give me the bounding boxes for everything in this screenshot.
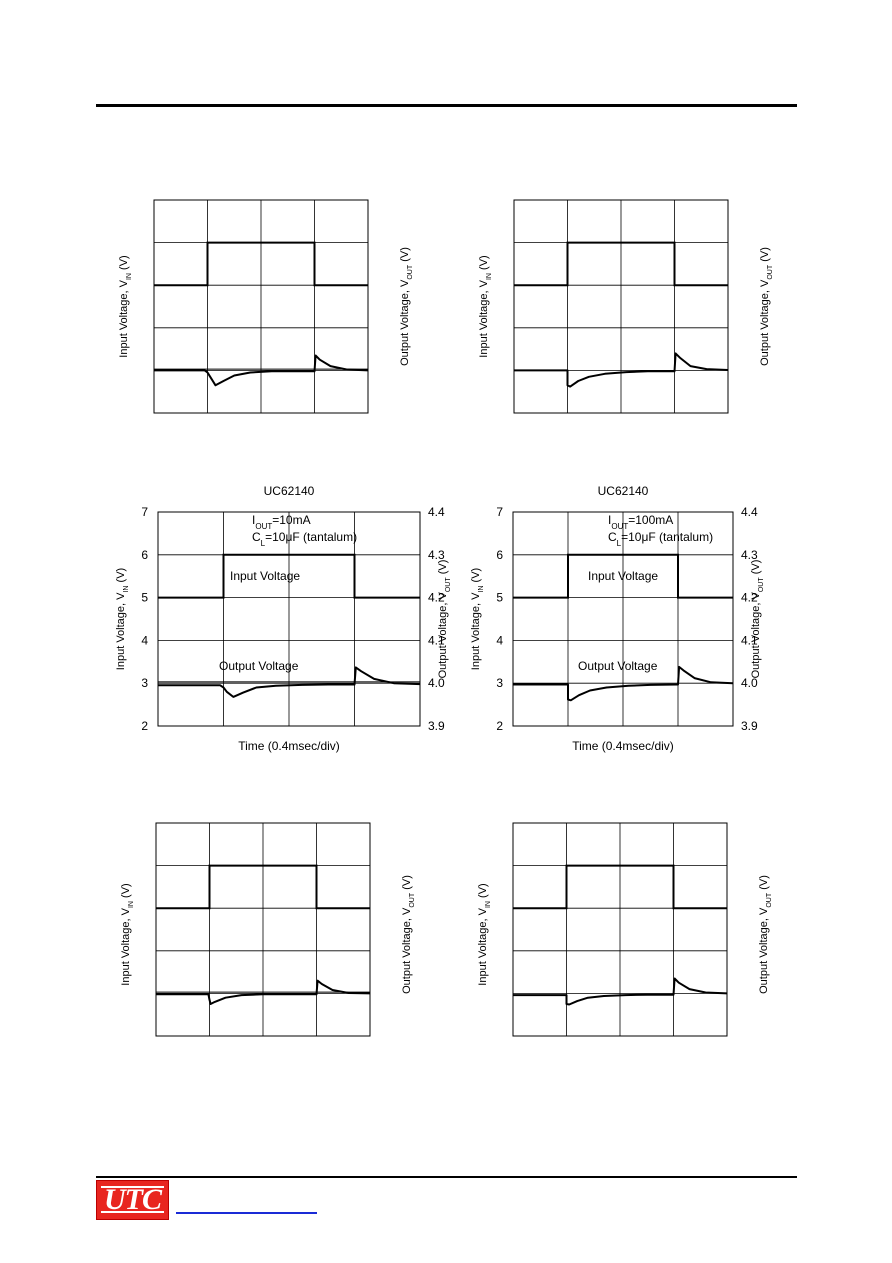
- y-right-tick-label: 4.0: [428, 676, 445, 690]
- chart-title: UC62140: [598, 484, 649, 498]
- logo-text: UTC: [104, 1183, 162, 1216]
- condition-load-current: IOUT=10mA: [252, 513, 311, 531]
- y-right-axis-label: Output Voltage, VOUT (V): [759, 247, 774, 366]
- load-transient-chart-1: Input Voltage, VIN (V) Output Voltage, VO…: [118, 199, 414, 414]
- y-right-tick-label: 4.1: [428, 633, 445, 647]
- y-left-tick-label: 5: [141, 591, 148, 605]
- y-left-tick-label: 2: [141, 719, 148, 733]
- input-voltage-label: Input Voltage: [230, 569, 300, 583]
- chart-title: UC62140: [264, 484, 315, 498]
- condition-load-current: IOUT=100mA: [608, 513, 673, 531]
- y-left-axis-label: Input Voltage, VIN (V): [477, 883, 492, 985]
- y-left-tick-label: 6: [141, 548, 148, 562]
- y-right-tick-label: 3.9: [741, 719, 758, 733]
- output-voltage-label: Output Voltage: [219, 659, 299, 673]
- y-left-tick-label: 4: [496, 633, 503, 647]
- footer-link-underline[interactable]: [176, 1212, 317, 1214]
- y-right-axis-label: Output Voltage, VOUT (V): [750, 560, 765, 679]
- y-right-tick-label: 4.2: [741, 591, 758, 605]
- y-left-tick-label: 3: [496, 676, 503, 690]
- series-input-voltage: [513, 864, 727, 910]
- y-right-axis-label: Output Voltage, VOUT (V): [758, 875, 773, 994]
- series-input-voltage: [514, 241, 728, 287]
- y-right-tick-label: 4.0: [741, 676, 758, 690]
- series-output-voltage: [514, 352, 729, 388]
- series-input-voltage: [513, 553, 733, 599]
- y-right-tick-label: 4.2: [428, 591, 445, 605]
- load-transient-chart-2: Input Voltage, VIN (V) Output Voltage, VO…: [478, 199, 774, 414]
- y-left-tick-label: 7: [496, 505, 503, 519]
- input-voltage-label: Input Voltage: [588, 569, 658, 583]
- series-input-voltage: [156, 864, 370, 910]
- series-output-voltage: [156, 979, 371, 1005]
- y-left-axis-label: Input Voltage, VIN (V): [478, 255, 493, 357]
- x-axis-label: Time (0.4msec/div): [238, 739, 340, 753]
- header-rule: [96, 104, 797, 107]
- y-left-tick-label: 2: [496, 719, 503, 733]
- logo-stripe: [101, 1186, 164, 1188]
- series-output-voltage: [513, 665, 734, 702]
- y-left-axis-label: Input Voltage, VIN (V): [115, 568, 130, 670]
- y-left-tick-label: 5: [496, 591, 503, 605]
- series-input-voltage: [158, 553, 420, 599]
- series-output-voltage: [158, 666, 421, 698]
- y-right-axis-label: Output Voltage, VOUT (V): [401, 875, 416, 994]
- utc-logo: UTC: [96, 1180, 169, 1220]
- y-right-tick-label: 4.4: [741, 505, 758, 519]
- y-left-tick-label: 4: [141, 633, 148, 647]
- y-left-tick-label: 7: [141, 505, 148, 519]
- y-right-tick-label: 4.1: [741, 633, 758, 647]
- condition-load-capacitor: CL=10μF (tantalum): [252, 530, 357, 548]
- x-axis-label: Time (0.4msec/div): [572, 739, 674, 753]
- y-left-axis-label: Input Voltage, VIN (V): [120, 883, 135, 985]
- y-left-tick-label: 3: [141, 676, 148, 690]
- load-transient-chart-5: Input Voltage, VIN (V) Output Voltage, VO…: [120, 822, 416, 1037]
- logo-stripe: [101, 1211, 164, 1213]
- condition-load-capacitor: CL=10μF (tantalum): [608, 530, 713, 548]
- y-right-tick-label: 3.9: [428, 719, 445, 733]
- y-right-axis-label: Output Voltage, VOUT (V): [437, 560, 452, 679]
- y-right-tick-label: 4.3: [741, 548, 758, 562]
- load-transient-chart-4: 2 3 4 5 6 7 3.9 4.0 4.1 4.2 4.3 4.4 UC62140 Time (0.4…: [470, 484, 765, 753]
- series-input-voltage: [154, 241, 368, 287]
- series-output-voltage: [154, 354, 369, 387]
- load-transient-chart-3: 2 3 4 5 6 7 3.9 4.0 4.1 4.2 4.3 4.4 UC62140 Time (0.4…: [115, 484, 452, 753]
- footer-rule: [96, 1176, 797, 1178]
- y-left-axis-label: Input Voltage, VIN (V): [118, 255, 133, 357]
- series-output-voltage: [513, 977, 728, 1006]
- y-right-axis-label: Output Voltage, VOUT (V): [399, 247, 414, 366]
- y-right-tick-label: 4.4: [428, 505, 445, 519]
- y-right-tick-label: 4.3: [428, 548, 445, 562]
- load-transient-chart-6: Input Voltage, VIN (V) Output Voltage, VO…: [477, 822, 773, 1037]
- y-left-tick-label: 6: [496, 548, 503, 562]
- y-left-axis-label: Input Voltage, VIN (V): [470, 568, 485, 670]
- output-voltage-label: Output Voltage: [578, 659, 658, 673]
